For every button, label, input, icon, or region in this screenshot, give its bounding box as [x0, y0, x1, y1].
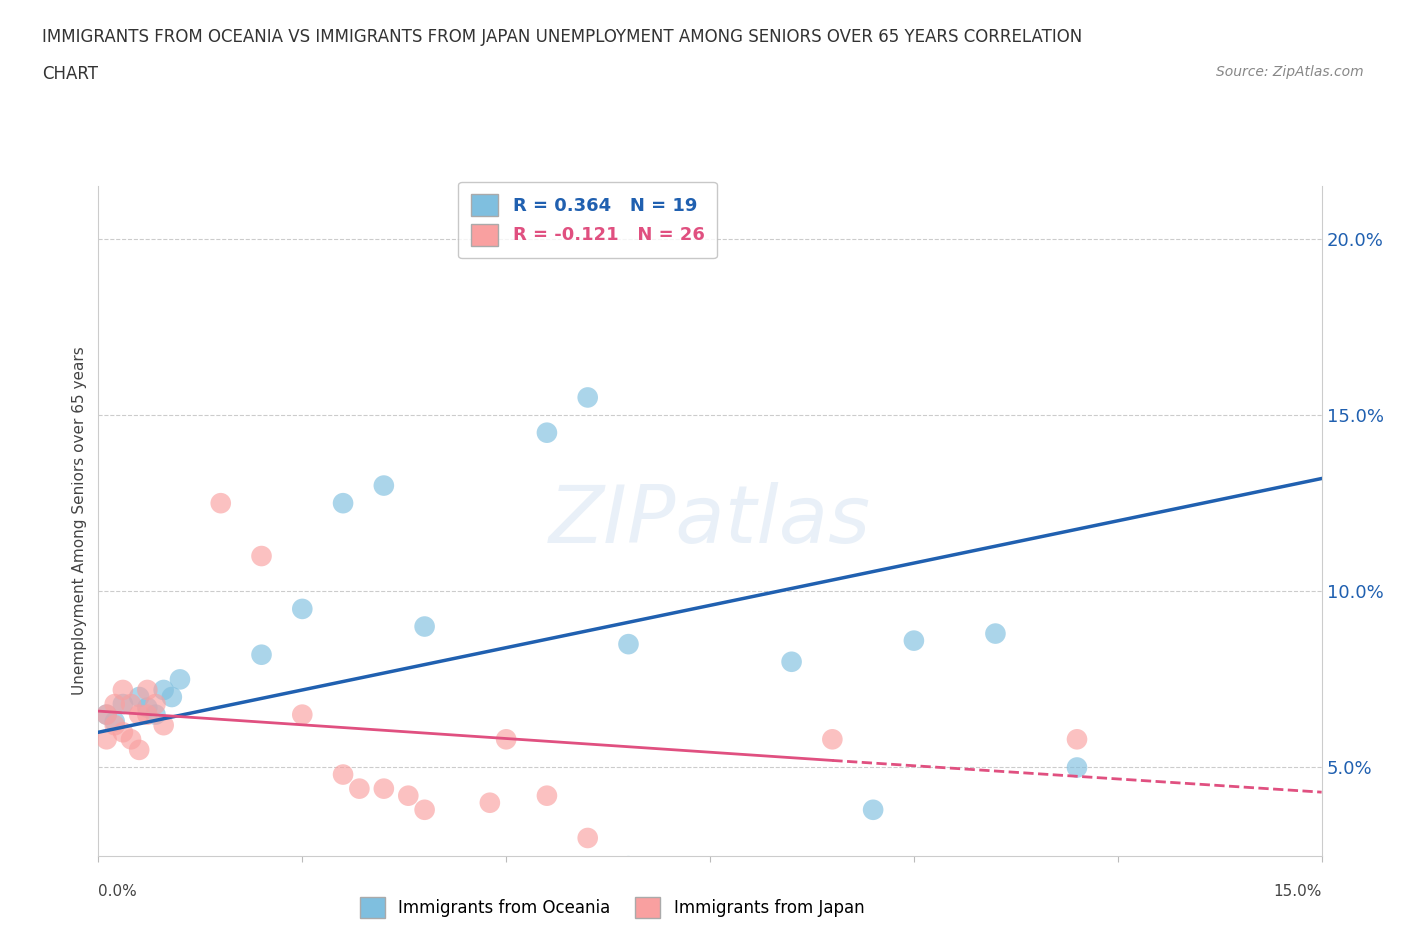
Point [128, 707, 150, 722]
Point [332, 496, 354, 511]
Text: IMMIGRANTS FROM OCEANIA VS IMMIGRANTS FROM JAPAN UNEMPLOYMENT AMONG SENIORS OVER: IMMIGRANTS FROM OCEANIA VS IMMIGRANTS FR… [42, 28, 1083, 46]
Point [128, 742, 150, 757]
Point [984, 626, 1007, 641]
Point [111, 683, 134, 698]
Point [136, 683, 159, 698]
Point [576, 830, 599, 845]
Point [617, 637, 640, 652]
Text: 0.0%: 0.0% [98, 884, 138, 898]
Point [96, 707, 118, 722]
Text: 15.0%: 15.0% [1274, 884, 1322, 898]
Text: CHART: CHART [42, 65, 98, 83]
Point [576, 390, 599, 405]
Point [120, 732, 142, 747]
Point [780, 655, 803, 670]
Point [96, 707, 118, 722]
Text: Source: ZipAtlas.com: Source: ZipAtlas.com [1216, 65, 1364, 79]
Point [478, 795, 501, 810]
Point [862, 803, 884, 817]
Point [169, 672, 191, 687]
Point [373, 478, 395, 493]
Legend: Immigrants from Oceania, Immigrants from Japan: Immigrants from Oceania, Immigrants from… [353, 891, 872, 924]
Point [250, 647, 273, 662]
Point [160, 689, 183, 704]
Point [291, 602, 314, 617]
Point [1066, 732, 1088, 747]
Y-axis label: Unemployment Among Seniors over 65 years: Unemployment Among Seniors over 65 years [72, 347, 87, 696]
Point [903, 633, 925, 648]
Point [413, 803, 436, 817]
Point [96, 732, 118, 747]
Point [120, 697, 142, 711]
Point [152, 683, 174, 698]
Point [291, 707, 314, 722]
Point [128, 689, 150, 704]
Point [536, 789, 558, 804]
Point [152, 718, 174, 733]
Point [617, 858, 640, 873]
Point [413, 619, 436, 634]
Point [209, 496, 232, 511]
Point [104, 697, 127, 711]
Point [104, 714, 127, 729]
Point [250, 549, 273, 564]
Point [104, 718, 127, 733]
Point [111, 697, 134, 711]
Point [145, 707, 167, 722]
Text: ZIPatlas: ZIPatlas [548, 482, 872, 560]
Point [136, 707, 159, 722]
Point [145, 697, 167, 711]
Point [1066, 760, 1088, 775]
Point [111, 724, 134, 739]
Point [136, 700, 159, 715]
Point [349, 781, 371, 796]
Point [373, 781, 395, 796]
Point [821, 732, 844, 747]
Point [495, 732, 517, 747]
Point [332, 767, 354, 782]
Point [396, 789, 419, 804]
Point [536, 425, 558, 440]
